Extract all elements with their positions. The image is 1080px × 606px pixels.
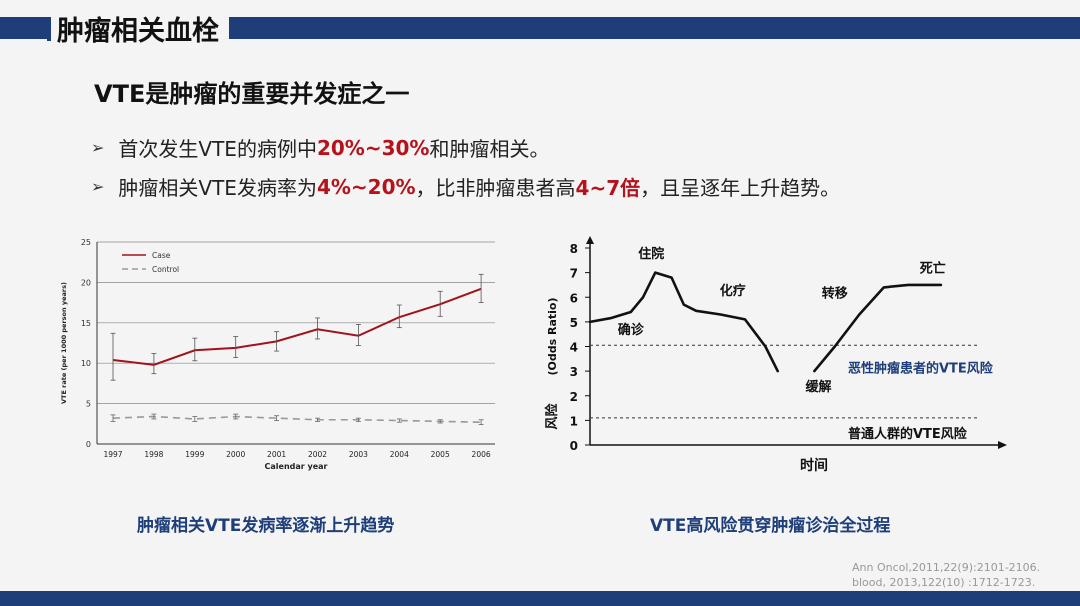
y-tick-label: 25 xyxy=(81,238,91,247)
left-chart-caption: 肿瘤相关VTE发病率逐渐上升趋势 xyxy=(137,516,395,536)
footer-bar xyxy=(0,591,1080,606)
bullet-text: 和肿瘤相关。 xyxy=(429,137,550,161)
stage-annotation: 死亡 xyxy=(920,261,946,277)
arrow-bullet-icon: ➢ xyxy=(91,138,105,157)
x-tick-label: 1997 xyxy=(103,450,122,459)
y-tick-label: 10 xyxy=(81,359,91,368)
y-tick-label: 5 xyxy=(570,316,578,330)
bullet-point-2: ➢ 肿瘤相关VTE发病率为 4%~20% ，比非肿瘤患者高 4~7倍 ，且呈逐年… xyxy=(91,172,840,201)
y-tick-label: 0 xyxy=(86,440,91,449)
reference-line-label: 恶性肿瘤患者的VTE风险 xyxy=(848,360,994,376)
slide-title: 肿瘤相关血栓 xyxy=(47,8,229,48)
header-bar xyxy=(0,17,1080,39)
arrow-bullet-icon: ➢ xyxy=(91,177,105,196)
stage-annotation: 转移 xyxy=(822,285,848,301)
x-tick-label: 2001 xyxy=(267,450,286,459)
bullet-text: ，且呈逐年上升趋势。 xyxy=(640,176,841,200)
stage-annotation: 缓解 xyxy=(805,379,831,395)
x-tick-label: 2006 xyxy=(472,450,491,459)
y-tick-label: 0 xyxy=(570,439,578,453)
bullet-text: 肿瘤相关VTE发病率为 xyxy=(118,176,317,200)
y-tick-label: 20 xyxy=(81,278,91,287)
y-tick-label: 15 xyxy=(81,319,91,328)
legend-control-label: Control xyxy=(152,265,179,274)
risk-curve-segment xyxy=(813,283,943,373)
stage-annotation: 确诊 xyxy=(618,322,645,338)
y-tick-label: 3 xyxy=(570,365,578,379)
y-tick-label: 6 xyxy=(570,291,578,305)
x-axis-label: Calendar year xyxy=(265,462,328,471)
bullet-text: ，比非肿瘤患者高 xyxy=(415,176,576,200)
slide-subtitle: VTE是肿瘤的重要并发症之一 xyxy=(94,80,410,108)
x-tick-label: 1999 xyxy=(185,450,204,459)
legend-case-label: Case xyxy=(152,251,171,260)
y-tick-label: 1 xyxy=(570,414,578,428)
y-tick-label: 7 xyxy=(570,267,578,281)
x-tick-label: 1998 xyxy=(144,450,163,459)
y-axis-label: 风险 xyxy=(544,403,560,430)
y-axis-arrow-icon xyxy=(586,236,594,244)
y-tick-label: 4 xyxy=(570,341,578,355)
vte-risk-chart: 0 1 2 3 4 5 6 7 8 风险 (Odds Ratio) 时间 恶性肿瘤患者的VTE风险普通人… xyxy=(544,236,1007,474)
x-axis-label: 时间 xyxy=(800,457,828,474)
x-tick-label: 2003 xyxy=(349,450,368,459)
control-series-line xyxy=(112,415,482,423)
y-axis-label-en: (Odds Ratio) xyxy=(546,297,559,375)
reference-2: blood, 2013,122(10) :1712-1723. xyxy=(852,576,1036,589)
y-tick-label: 2 xyxy=(570,390,578,404)
bullet-highlight: 4%~20% xyxy=(316,174,416,199)
right-chart-caption: VTE高风险贯穿肿瘤诊治全过程 xyxy=(650,516,891,536)
stage-annotation: 化疗 xyxy=(720,283,746,299)
case-series-line xyxy=(112,287,482,366)
bullet-text: 首次发生VTE的病例中 xyxy=(118,137,317,161)
bullet-highlight: 20%~30% xyxy=(316,135,430,160)
vte-rate-chart: 0 5 10 15 20 25 1997 1998 1999 2000 2001 2002 2003 20… xyxy=(60,238,495,471)
x-tick-label: 2004 xyxy=(390,450,409,459)
slide-title-text: 肿瘤相关血栓 xyxy=(57,15,219,47)
x-axis-arrow-icon xyxy=(998,441,1007,449)
x-tick-label: 2000 xyxy=(226,450,245,459)
risk-curve-segment xyxy=(588,271,779,373)
bullet-point-1: ➢ 首次发生VTE的病例中 20%~30% 和肿瘤相关。 xyxy=(91,133,549,162)
reference-1: Ann Oncol,2011,22(9):2101-2106. xyxy=(852,561,1041,574)
reference-line-label: 普通人群的VTE风险 xyxy=(848,426,968,442)
y-tick-label: 5 xyxy=(86,400,91,409)
y-tick-label: 8 xyxy=(570,242,578,256)
x-tick-label: 2005 xyxy=(431,450,450,459)
bullet-highlight: 4~7倍 xyxy=(575,176,641,200)
stage-annotation: 住院 xyxy=(638,246,664,262)
y-axis-label: VTE rate (per 1000 person years) xyxy=(60,282,68,404)
x-tick-label: 2002 xyxy=(308,450,327,459)
